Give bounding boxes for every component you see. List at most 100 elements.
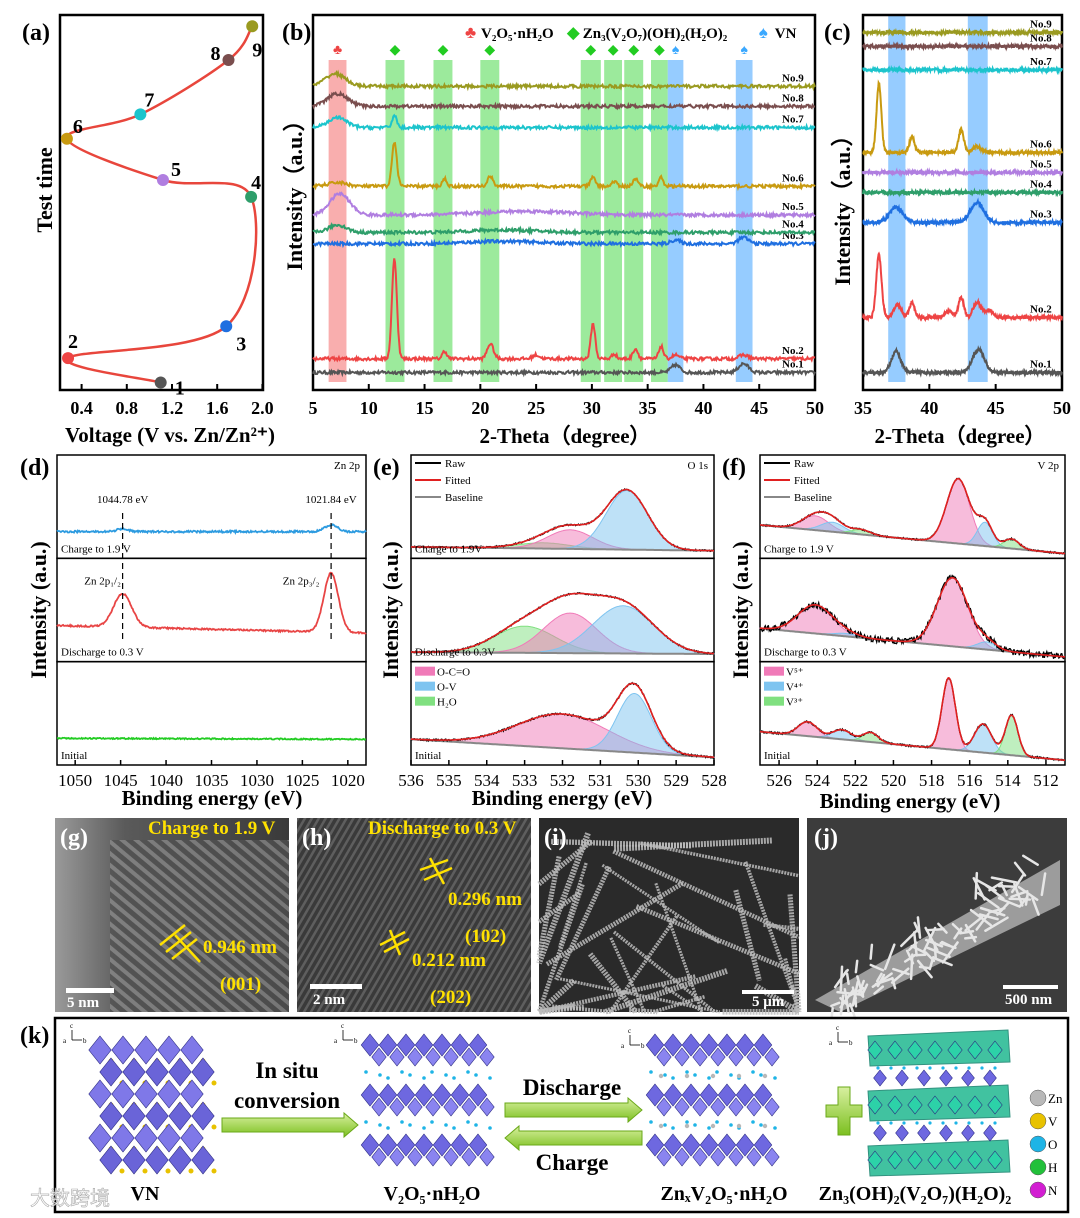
phase-marker-icon: ◆ [608,43,619,58]
nanowire-branch [984,916,1009,932]
vn-octahedron [122,1057,146,1087]
nanowire-branch [836,990,865,997]
axis-label: c [836,1024,839,1032]
zn-polyhedron [907,1095,923,1115]
v-polyhedron [746,1147,762,1167]
water-molecule [928,1066,932,1070]
water-molecule [422,1076,426,1080]
zn-ion [710,1123,716,1129]
water-molecule [967,1121,971,1125]
v-polyhedron [681,1133,701,1157]
x-axis-label: Binding energy (eV) [472,786,653,810]
water-molecule [408,1123,412,1127]
panel-label: (b) [282,20,311,46]
legend-label: Baseline [794,492,832,504]
v-polyhedron [710,1047,726,1067]
water-molecule [889,1121,893,1125]
vn-octahedron [157,1123,181,1153]
condition-label: Initial [61,750,87,762]
conversion-label: conversion [234,1088,340,1113]
nanowire-branch [1024,893,1029,906]
v-polyhedron [425,1047,441,1067]
water-molecule [773,1076,777,1080]
v2o7-polyhedron [873,1124,887,1142]
v-polyhedron [764,1047,780,1067]
v-polyhedron [468,1083,488,1107]
water-molecule [400,1120,404,1124]
nanowire-branch [978,913,999,921]
trace-label: No.1 [1030,359,1052,371]
x-tick-label: 40 [694,398,712,418]
xrd-trace-no8 [862,40,1063,52]
legend-label: Fitted [445,475,471,487]
x-tick-label: 529 [663,771,689,790]
test-point-label: 9 [252,39,262,61]
nanowire-branch [964,935,978,940]
axis-label: c [628,1027,631,1035]
xrd-trace-no8 [312,90,816,111]
nanofiber [612,849,800,940]
nanowire-branch [975,878,997,892]
vn-octahedron [99,1057,123,1087]
v2o7-polyhedron [983,1069,997,1087]
x-tick-label: 1025 [285,771,319,790]
vn-octahedron [145,1145,169,1175]
x-tick-label: 1.2 [161,398,184,418]
phase-marker-icon: ◆ [585,43,596,58]
charge-arrow [504,1124,643,1152]
legend-label: V₂O₅·nH₂O [481,26,554,42]
trace-label: No.7 [782,114,804,126]
panel-d: (d) Binding energy (eV) Intensity (a.u.)… [20,454,367,810]
water-molecule [663,1073,667,1077]
caption-znxv2o5: ZnₓV₂O₅·nH₂O [660,1183,787,1205]
water-molecule [466,1120,470,1124]
v-polyhedron [443,1097,459,1117]
v-polyhedron [656,1147,672,1167]
vn-octahedron [191,1057,215,1087]
scale-bar [1003,985,1058,989]
x-axis-label: Voltage (V vs. Zn/Zn²⁺) [65,423,275,447]
atom-legend-zn [1029,1089,1047,1107]
v-polyhedron [710,1147,726,1167]
nanowire-branch [1010,890,1029,899]
x-tick-label: 1030 [240,771,274,790]
spectrum-trace [56,571,367,635]
condition-label: Discharge to 0.3 V [61,647,144,659]
phase-band [604,60,623,382]
zn-polyhedron [927,1095,943,1115]
x-tick-label: 534 [474,771,500,790]
fitted-spectrum [411,488,714,552]
zn-polyhedron [867,1040,883,1060]
vn-octahedron [180,1079,204,1109]
water-molecule [707,1126,711,1130]
nanofiber [628,1007,658,1015]
v2o7-polyhedron [983,1124,997,1142]
v-polyhedron [699,1133,719,1157]
nanowire-branch [937,922,948,934]
v-polyhedron [735,1083,755,1107]
xrd-trace-no3 [862,197,1063,228]
panel-label: (a) [22,20,50,46]
legend-label: V³⁺ [786,697,803,709]
scale-bar-label: 5 μm [752,994,785,1010]
legend-label: Baseline [445,492,483,504]
v-polyhedron [407,1047,423,1067]
nanowire-branch [871,972,893,988]
v-polyhedron [443,1147,459,1167]
water-molecule [902,1066,906,1070]
nanowire-branch [910,944,928,955]
zn-polyhedron [967,1150,983,1170]
v-polyhedron [681,1083,701,1107]
water-molecule [649,1070,653,1074]
xrd-trace-no5 [312,191,816,221]
water-molecule [993,1066,997,1070]
vn-octahedron [191,1145,215,1175]
x-tick-label: 520 [881,771,907,790]
nanowire-branch [976,891,1000,909]
core-level-label: V 2p [1038,460,1060,472]
v-polyhedron [674,1097,690,1117]
water-molecule [474,1073,478,1077]
nanowire-branch [856,975,865,998]
nanowire-branch [903,953,917,963]
